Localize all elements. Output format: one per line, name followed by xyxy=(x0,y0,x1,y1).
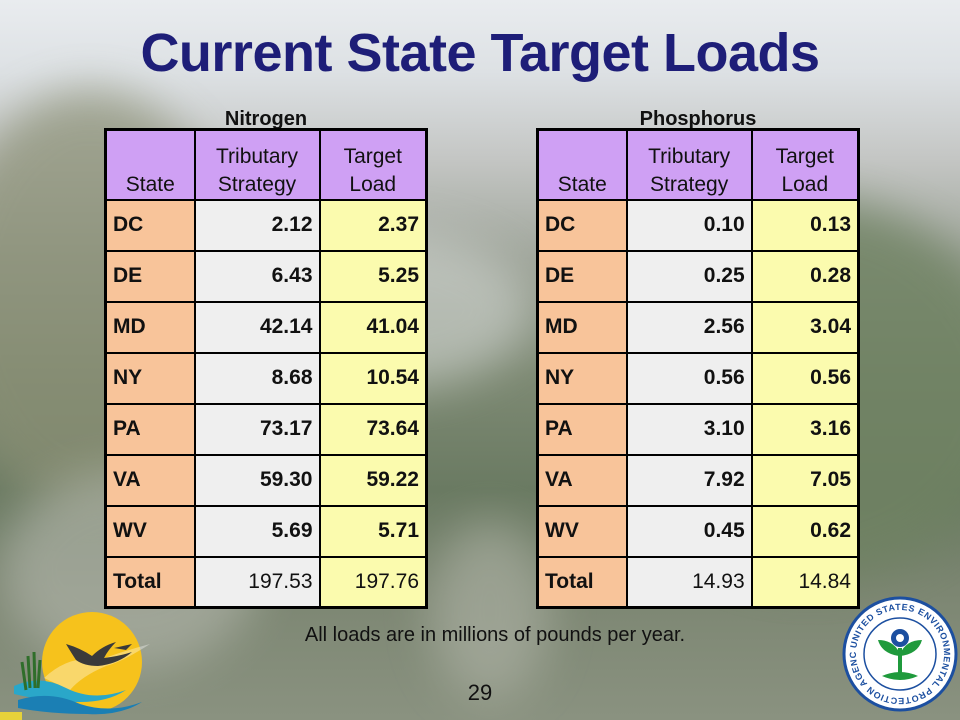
tributary-cell: 5.69 xyxy=(193,504,321,558)
tributary-cell: 59.30 xyxy=(193,453,321,507)
header-target-load: Target Load xyxy=(750,128,860,201)
header-state: State xyxy=(104,128,196,201)
state-cell: DC xyxy=(536,198,628,252)
phosphorus-caption: Phosphorus xyxy=(639,108,757,130)
nitrogen-caption: Nitrogen xyxy=(224,108,308,130)
target-cell: 0.56 xyxy=(750,351,860,405)
phosphorus-table: State Tributary Strategy Target Load DC 0… xyxy=(536,128,860,609)
target-cell: 14.84 xyxy=(750,555,860,609)
target-cell: 73.64 xyxy=(318,402,428,456)
slide-title: Current State Target Loads xyxy=(140,23,820,83)
phosphorus-rows: DC 0.10 0.13 DE 0.25 0.28 MD 2.56 3.04 NY 0.56 0.56… xyxy=(536,198,860,609)
tributary-cell: 0.25 xyxy=(625,249,753,303)
state-cell: MD xyxy=(536,300,628,354)
header-tributary-strategy: Tributary Strategy xyxy=(625,128,753,201)
table-row: DC 0.10 0.13 xyxy=(536,198,860,252)
target-cell: 41.04 xyxy=(318,300,428,354)
state-cell: PA xyxy=(536,402,628,456)
table-row: Total 14.93 14.84 xyxy=(536,555,860,609)
bird-over-sunrise-logo xyxy=(14,612,150,715)
target-cell: 0.28 xyxy=(750,249,860,303)
tributary-cell: 197.53 xyxy=(193,555,321,609)
tributary-cell: 0.45 xyxy=(625,504,753,558)
target-cell: 2.37 xyxy=(318,198,428,252)
tributary-cell: 0.10 xyxy=(625,198,753,252)
table-row: MD 42.14 41.04 xyxy=(104,300,428,354)
state-cell: PA xyxy=(104,402,196,456)
target-cell: 0.62 xyxy=(750,504,860,558)
nitrogen-table: State Tributary Strategy Target Load DC 2… xyxy=(104,128,428,609)
table-row: VA 59.30 59.22 xyxy=(104,453,428,507)
tributary-cell: 0.56 xyxy=(625,351,753,405)
header-tributary-strategy: Tributary Strategy xyxy=(193,128,321,201)
table-row: NY 0.56 0.56 xyxy=(536,351,860,405)
table-row: DE 0.25 0.28 xyxy=(536,249,860,303)
state-cell: WV xyxy=(536,504,628,558)
tributary-cell: 42.14 xyxy=(193,300,321,354)
state-cell: NY xyxy=(104,351,196,405)
corner-marker xyxy=(0,712,22,720)
tributary-cell: 8.68 xyxy=(193,351,321,405)
tributary-cell: 73.17 xyxy=(193,402,321,456)
state-cell: Total xyxy=(536,555,628,609)
table-row: PA 73.17 73.64 xyxy=(104,402,428,456)
state-cell: DC xyxy=(104,198,196,252)
table-row: MD 2.56 3.04 xyxy=(536,300,860,354)
state-cell: WV xyxy=(104,504,196,558)
target-cell: 5.25 xyxy=(318,249,428,303)
table-row: WV 0.45 0.62 xyxy=(536,504,860,558)
page-number: 29 xyxy=(467,680,493,705)
units-note: All loads are in millions of pounds per … xyxy=(304,624,686,646)
target-cell: 7.05 xyxy=(750,453,860,507)
state-cell: DE xyxy=(104,249,196,303)
table-row: DE 6.43 5.25 xyxy=(104,249,428,303)
header-target-load: Target Load xyxy=(318,128,428,201)
tributary-cell: 7.92 xyxy=(625,453,753,507)
target-cell: 59.22 xyxy=(318,453,428,507)
state-cell: NY xyxy=(536,351,628,405)
nitrogen-rows: DC 2.12 2.37 DE 6.43 5.25 MD 42.14 41.04 NY 8.68 10… xyxy=(104,198,428,609)
tributary-cell: 2.12 xyxy=(193,198,321,252)
table-row: VA 7.92 7.05 xyxy=(536,453,860,507)
state-cell: Total xyxy=(104,555,196,609)
tributary-cell: 3.10 xyxy=(625,402,753,456)
table-row: NY 8.68 10.54 xyxy=(104,351,428,405)
state-cell: VA xyxy=(536,453,628,507)
target-cell: 5.71 xyxy=(318,504,428,558)
state-cell: VA xyxy=(104,453,196,507)
table-row: DC 2.12 2.37 xyxy=(104,198,428,252)
epa-seal-logo: UNITED STATES ENVIRONMENTAL PROTECTION A… xyxy=(842,596,958,712)
table-row: WV 5.69 5.71 xyxy=(104,504,428,558)
state-cell: MD xyxy=(104,300,196,354)
target-cell: 0.13 xyxy=(750,198,860,252)
table-row: PA 3.10 3.16 xyxy=(536,402,860,456)
state-cell: DE xyxy=(536,249,628,303)
tributary-cell: 2.56 xyxy=(625,300,753,354)
tributary-cell: 14.93 xyxy=(625,555,753,609)
table-row: Total 197.53 197.76 xyxy=(104,555,428,609)
target-cell: 10.54 xyxy=(318,351,428,405)
header-state: State xyxy=(536,128,628,201)
target-cell: 197.76 xyxy=(318,555,428,609)
tributary-cell: 6.43 xyxy=(193,249,321,303)
target-cell: 3.16 xyxy=(750,402,860,456)
target-cell: 3.04 xyxy=(750,300,860,354)
